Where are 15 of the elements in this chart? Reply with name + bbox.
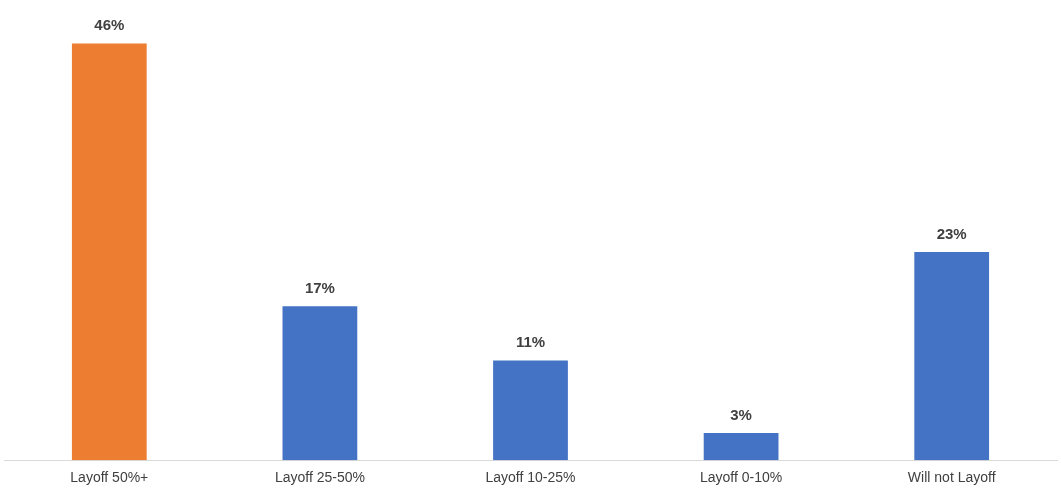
data-label: 11%	[515, 333, 546, 351]
x-tick-label: Layoff 50%+	[70, 469, 149, 486]
data-label: 23%	[936, 224, 967, 242]
bar	[914, 251, 990, 461]
data-label: 46%	[94, 16, 125, 34]
data-label: 17%	[304, 278, 335, 296]
bar	[703, 433, 779, 461]
bar	[282, 306, 358, 461]
x-tick-label: Will not Layoff	[907, 469, 996, 486]
data-label: 3%	[730, 405, 752, 423]
x-tick-label: Layoff 10-25%	[485, 469, 576, 486]
x-tick-label: Layoff 25-50%	[274, 469, 365, 486]
bar	[493, 360, 568, 461]
x-tick-label: Layoff 0-10%	[699, 469, 783, 486]
bar	[71, 43, 147, 461]
